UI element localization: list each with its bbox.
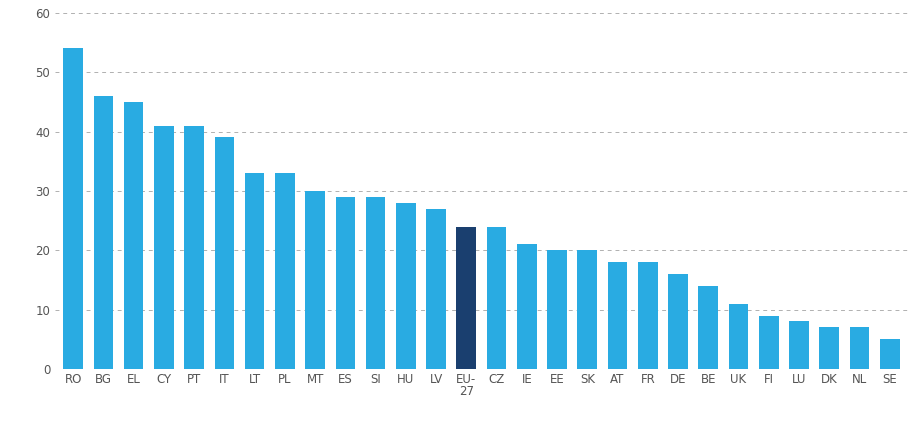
Bar bbox=[154, 126, 173, 369]
Bar bbox=[759, 316, 779, 369]
Bar bbox=[94, 96, 113, 369]
Bar bbox=[638, 262, 657, 369]
Bar bbox=[63, 48, 83, 369]
Bar bbox=[426, 209, 446, 369]
Bar bbox=[790, 321, 809, 369]
Bar bbox=[578, 250, 597, 369]
Bar bbox=[396, 203, 415, 369]
Bar bbox=[517, 244, 536, 369]
Bar bbox=[336, 197, 355, 369]
Bar bbox=[547, 250, 567, 369]
Bar bbox=[305, 191, 325, 369]
Bar bbox=[275, 173, 294, 369]
Bar bbox=[668, 274, 688, 369]
Bar bbox=[245, 173, 264, 369]
Bar bbox=[184, 126, 204, 369]
Bar bbox=[457, 227, 476, 369]
Bar bbox=[699, 286, 718, 369]
Bar bbox=[124, 102, 143, 369]
Bar bbox=[215, 137, 234, 369]
Bar bbox=[366, 197, 385, 369]
Bar bbox=[487, 227, 506, 369]
Bar bbox=[820, 327, 839, 369]
Bar bbox=[608, 262, 627, 369]
Bar bbox=[729, 304, 748, 369]
Bar bbox=[850, 327, 869, 369]
Bar bbox=[879, 339, 900, 369]
